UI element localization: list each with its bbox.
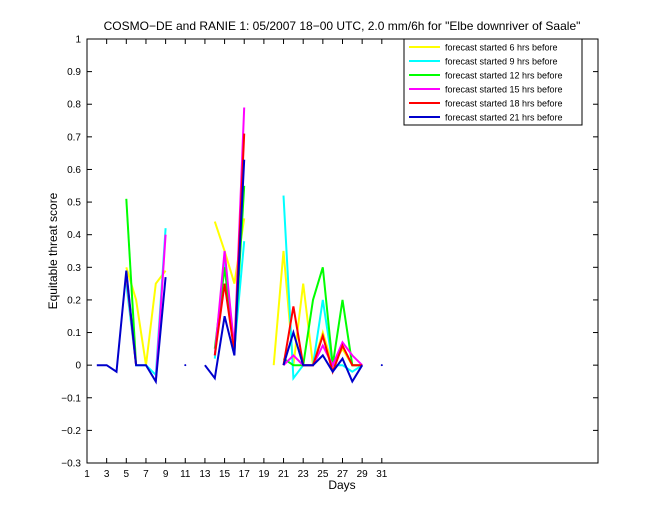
series-line: [282, 267, 363, 367]
y-tick-label: −0.1: [61, 393, 81, 404]
legend-label: forecast started 15 hrs before: [445, 85, 563, 95]
x-tick-label: 3: [104, 469, 110, 480]
legend-label: forecast started 18 hrs before: [445, 99, 563, 109]
x-axis: 1 3 5 7 9 11 13 15 17 19 21 23 25 27 29 31: [84, 39, 388, 480]
legend-label: forecast started 21 hrs before: [445, 113, 563, 123]
x-tick-label: 1: [84, 469, 90, 480]
chart-title: COSMO−DE and RANIE 1: 05/2007 18−00 UTC,…: [104, 19, 581, 33]
x-tick-label: 25: [317, 469, 329, 480]
x-tick-label: 27: [337, 469, 349, 480]
series-line: [282, 195, 363, 381]
x-tick-label: 13: [199, 469, 211, 480]
x-tick-label: 7: [143, 469, 149, 480]
series-line: [204, 159, 246, 381]
series-lines: [96, 107, 383, 385]
y-axis-label: Equitable threat score: [46, 192, 60, 309]
series-point: [380, 364, 383, 367]
y-tick-label: −0.2: [61, 426, 81, 437]
x-tick-label: 21: [278, 469, 290, 480]
series-line: [96, 270, 167, 385]
legend-label: forecast started 6 hrs before: [445, 43, 558, 53]
x-tick-label: 29: [357, 469, 369, 480]
x-axis-label: Days: [328, 478, 355, 492]
x-tick-label: 15: [219, 469, 231, 480]
y-tick-label: 0.8: [67, 100, 81, 111]
series-point: [184, 364, 187, 367]
y-tick-label: 0.1: [67, 328, 81, 339]
series-line: [125, 198, 138, 366]
y-tick-label: 1: [75, 35, 81, 46]
y-axis: −0.3 −0.2 −0.1 0 0.1 0.2 0.3 0.4 0.5 0.6 0.7 0.8 0.9…: [61, 35, 598, 470]
y-tick-label: 0.9: [67, 67, 81, 78]
x-tick-label: 9: [163, 469, 169, 480]
legend-box: [403, 38, 583, 126]
y-tick-label: 0.6: [67, 165, 81, 176]
x-tick-label: 31: [376, 469, 388, 480]
series-line: [282, 329, 364, 384]
series-line: [282, 340, 363, 368]
y-tick-label: −0.3: [61, 459, 81, 470]
x-tick-label: 11: [180, 469, 191, 480]
x-tick-label: 5: [124, 469, 130, 480]
legend-label: forecast started 9 hrs before: [445, 57, 558, 67]
series-line: [282, 306, 363, 375]
y-tick-label: 0.4: [67, 230, 81, 241]
x-tick-label: 23: [298, 469, 310, 480]
legend-label: forecast started 12 hrs before: [445, 71, 563, 81]
x-tick-label: 17: [239, 469, 251, 480]
x-tick-label: 19: [258, 469, 270, 480]
y-tick-label: 0.7: [67, 132, 81, 143]
y-tick-label: 0.3: [67, 263, 81, 274]
y-tick-label: 0.2: [67, 295, 81, 306]
y-tick-label: 0.5: [67, 198, 81, 209]
legend: forecast started 6 hrs before forecast st…: [403, 38, 583, 126]
y-tick-label: 0: [75, 361, 81, 372]
